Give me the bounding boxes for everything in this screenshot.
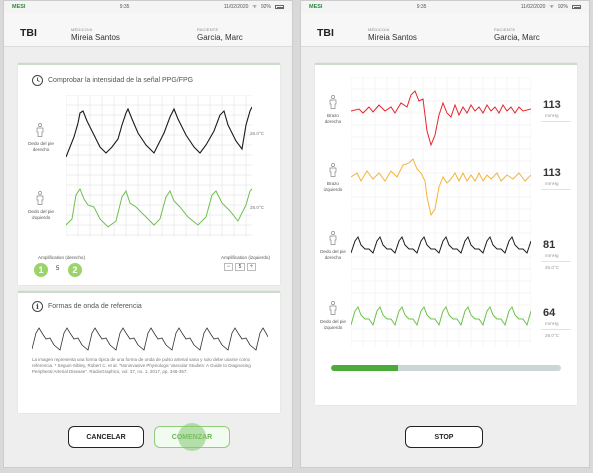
left-arm-waveform bbox=[351, 158, 531, 217]
pressure-unit: mmHg bbox=[545, 253, 559, 258]
pressure-unit: mmHg bbox=[545, 181, 559, 186]
app-title: TBI bbox=[317, 27, 334, 39]
app-header: TBI MÉDICO/A Mireia Santos PACIENTE Garc… bbox=[4, 13, 292, 47]
right-toe-temp: 26.0°C bbox=[545, 265, 560, 270]
tap-indicator bbox=[178, 423, 206, 451]
divider bbox=[541, 121, 571, 122]
measurement-progress bbox=[331, 365, 561, 371]
amp-right-value[interactable]: 5 bbox=[56, 266, 60, 272]
decrement-button[interactable]: − bbox=[224, 263, 233, 271]
patient-label: PACIENTE bbox=[197, 27, 219, 32]
reference-description: La imagen representa una forma típica de… bbox=[32, 357, 251, 375]
person-icon bbox=[36, 123, 44, 137]
left-toe-temp: 28.0°C bbox=[545, 333, 560, 338]
wifi-icon: ᯤ bbox=[252, 4, 257, 10]
cancel-button[interactable]: CANCELAR bbox=[68, 426, 144, 448]
patient-name: Garcia, Marc bbox=[197, 33, 243, 42]
amp-left-label: Amplification (izquierdo) bbox=[221, 255, 271, 260]
left-arm-pressure: 113 bbox=[543, 167, 561, 179]
setup-screen: MESI 9:35 11/02/2020 ᯤ 92% TBI MÉDICO/A … bbox=[3, 0, 293, 468]
reference-waveform bbox=[32, 327, 268, 351]
clock-icon bbox=[32, 75, 43, 86]
person-icon bbox=[329, 301, 337, 315]
pressure-unit: mmHg bbox=[545, 113, 559, 118]
battery-icon bbox=[572, 5, 581, 9]
patient-name: Garcia, Marc bbox=[494, 33, 540, 42]
right-toe-label: Dedo del pie derecho bbox=[28, 141, 54, 152]
doctor-name: Mireia Santos bbox=[71, 33, 120, 42]
amp-left-stepper: − 5 + bbox=[224, 263, 256, 271]
app-header: TBI MÉDICO/A Mireia Santos PACIENTE Garc… bbox=[301, 13, 589, 47]
left-toe-waveform bbox=[351, 305, 531, 327]
left-toe-label: Dedo del pie izquierdo bbox=[320, 319, 346, 330]
brand-logo: MESI bbox=[309, 4, 323, 10]
divider bbox=[541, 329, 571, 330]
signal-check-card: Comprobar la intensidad de la señal PPG/… bbox=[18, 63, 280, 285]
reference-title: Formas de onda de referencia bbox=[48, 303, 142, 310]
right-arm-label: Brazo derecho bbox=[324, 113, 342, 124]
signal-check-title: Comprobar la intensidad de la señal PPG/… bbox=[48, 77, 194, 84]
increment-button[interactable]: + bbox=[247, 263, 256, 271]
right-arm-pressure: 113 bbox=[543, 99, 561, 111]
status-bar: MESI 9:35 11/02/2020 ᯤ 92% bbox=[301, 1, 589, 13]
left-toe-waveform bbox=[66, 187, 252, 228]
person-icon bbox=[36, 191, 44, 205]
right-toe-label: Dedo del pie derecho bbox=[320, 249, 346, 260]
amp-left-value[interactable]: 5 bbox=[235, 263, 245, 271]
battery-icon bbox=[275, 5, 284, 9]
left-arm-label: Brazo izquierdo bbox=[323, 181, 343, 192]
left-toe-pressure: 64 bbox=[543, 307, 556, 319]
left-toe-temp: 28.0°C bbox=[250, 205, 265, 210]
status-time: 9:35 bbox=[119, 4, 130, 10]
measurement-card: Brazo derecho Brazo izquierdo Dedo del p… bbox=[315, 63, 577, 405]
right-toe-pressure: 81 bbox=[543, 239, 556, 251]
battery-percent: 92% bbox=[557, 4, 568, 10]
amp-right-label: Amplification (derecho) bbox=[38, 255, 85, 260]
left-toe-label: Dedo del pie izquierdo bbox=[28, 209, 54, 220]
step-1-marker: 1 bbox=[34, 263, 48, 277]
status-time: 9:35 bbox=[416, 4, 427, 10]
right-arm-waveform bbox=[351, 90, 531, 147]
brand-logo: MESI bbox=[12, 4, 26, 10]
right-toe-waveform bbox=[351, 235, 531, 254]
info-icon: i bbox=[32, 301, 43, 312]
doctor-label: MÉDICO/A bbox=[71, 27, 93, 32]
divider bbox=[541, 261, 571, 262]
person-icon bbox=[329, 231, 337, 245]
battery-percent: 92% bbox=[260, 4, 271, 10]
wifi-icon: ᯤ bbox=[549, 4, 554, 10]
right-toe-waveform bbox=[66, 106, 252, 158]
step-2-marker: 2 bbox=[68, 263, 82, 277]
progress-fill bbox=[331, 365, 398, 371]
doctor-name: Mireia Santos bbox=[368, 33, 417, 42]
status-date: 11/02/2020 bbox=[223, 4, 249, 10]
signal-grid bbox=[66, 95, 252, 237]
app-title: TBI bbox=[20, 27, 37, 39]
divider bbox=[541, 189, 571, 190]
right-toe-temp: 26.0°C bbox=[250, 131, 265, 136]
measurement-screen: MESI 9:35 11/02/2020 ᯤ 92% TBI MÉDICO/A … bbox=[300, 0, 590, 468]
person-icon bbox=[329, 95, 337, 109]
reference-card: i Formas de onda de referencia La imagen… bbox=[18, 291, 280, 413]
patient-label: PACIENTE bbox=[494, 27, 516, 32]
status-date: 11/02/2020 bbox=[520, 4, 546, 10]
pressure-unit: mmHg bbox=[545, 321, 559, 326]
doctor-label: MÉDICO/A bbox=[368, 27, 390, 32]
status-bar: MESI 9:35 11/02/2020 ᯤ 92% bbox=[4, 1, 292, 13]
person-icon bbox=[329, 163, 337, 177]
measurement-grid bbox=[351, 77, 531, 347]
stop-button[interactable]: STOP bbox=[405, 426, 483, 448]
